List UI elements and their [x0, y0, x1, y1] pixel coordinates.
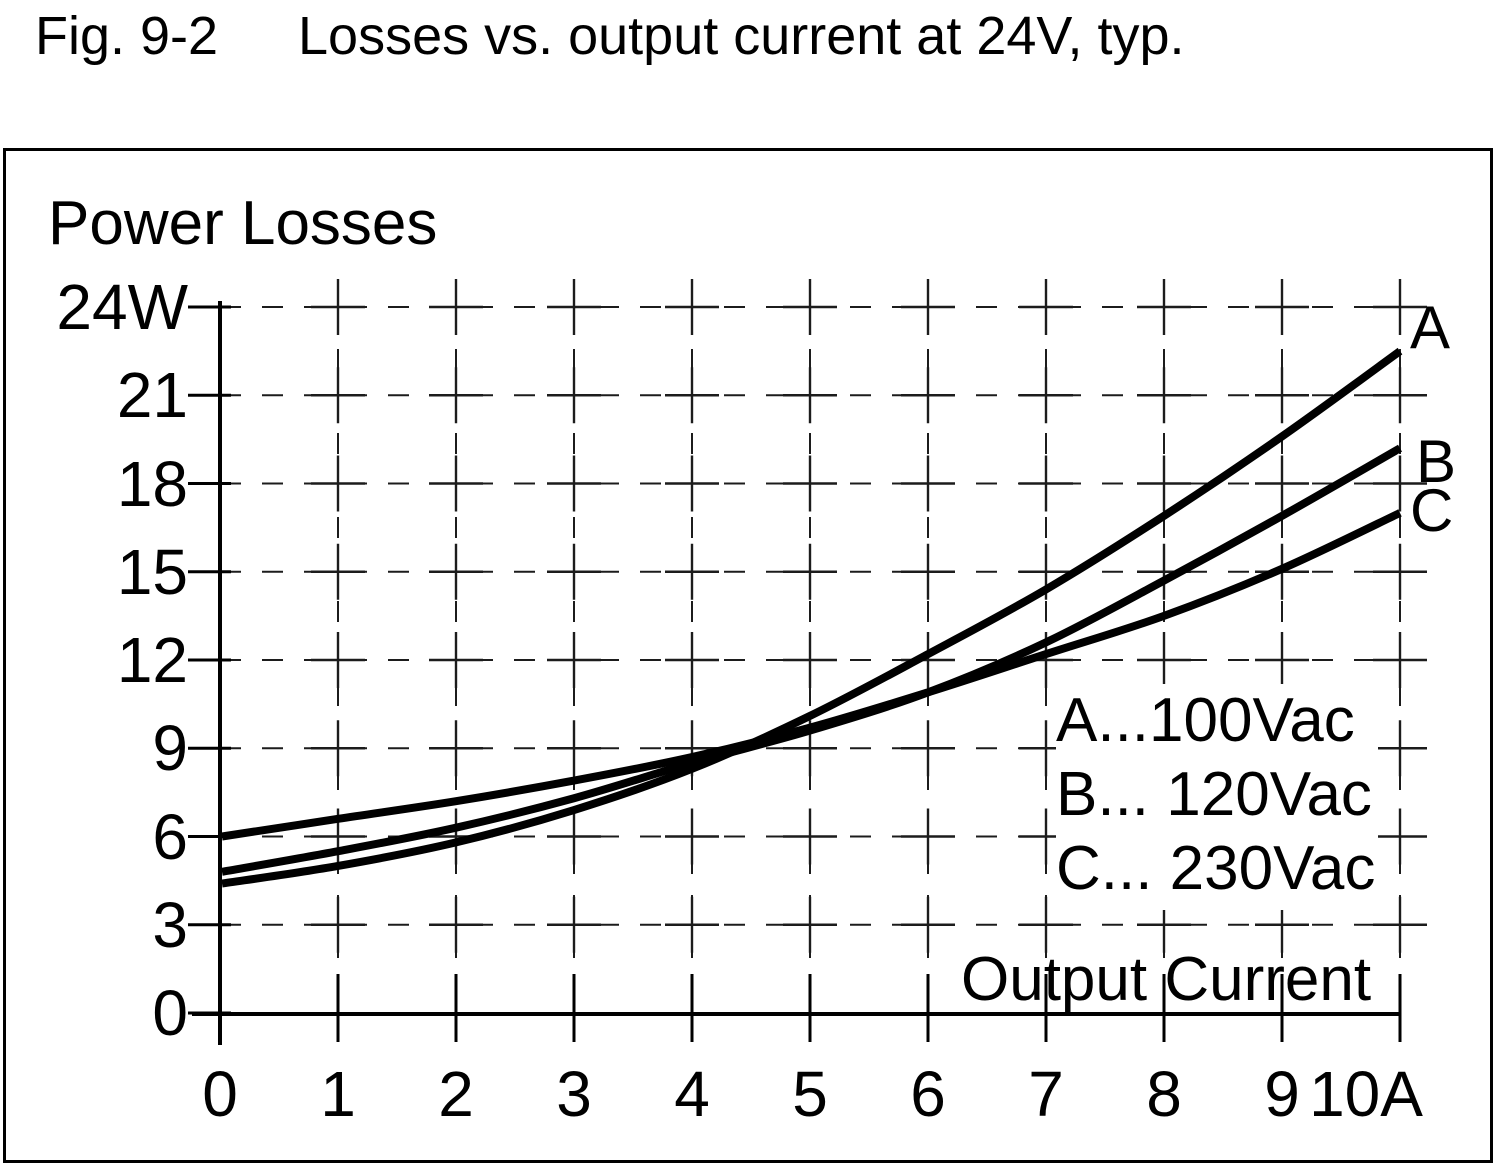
x-tick-label: 8: [1146, 1058, 1182, 1130]
y-tick-label: 18: [116, 447, 188, 520]
legend-item-b: B... 120Vac: [1056, 760, 1372, 829]
y-tick-label: 9: [152, 712, 188, 785]
curve-end-label-c: C: [1410, 477, 1454, 544]
x-tick-label: 5: [792, 1058, 828, 1130]
x-tick-label: 0: [202, 1058, 238, 1130]
legend: A...100Vac B... 120Vac C... 230Vac: [1056, 684, 1378, 910]
x-tick-label: 6: [910, 1058, 946, 1130]
figure-caption: Losses vs. output current at 24V, typ.: [298, 6, 1185, 66]
curve-end-label-a: A: [1410, 294, 1451, 361]
x-tick-label: 2: [438, 1058, 474, 1130]
chart-frame: [3, 148, 1493, 1163]
x-axis-title: Output Current: [961, 945, 1372, 1014]
y-tick-label: 21: [116, 359, 188, 432]
y-tick-label: 6: [152, 800, 188, 873]
curve-a: [221, 347, 1403, 888]
y-tick-label: 15: [116, 535, 188, 608]
legend-item-c: C... 230Vac: [1056, 834, 1376, 903]
curve-end-label-b: B: [1416, 428, 1457, 495]
x-tick-label: 7: [1028, 1058, 1064, 1130]
curve-c: [221, 509, 1402, 841]
x-tick-label: 1: [320, 1058, 356, 1130]
x-tick-label: 10A: [1309, 1058, 1423, 1130]
x-tick-label: 4: [674, 1058, 710, 1130]
x-tick-label: 3: [556, 1058, 592, 1130]
figure-title: Fig. 9-2 Losses vs. output current at 24V…: [35, 6, 1185, 66]
legend-item-a: A...100Vac: [1056, 686, 1355, 755]
y-axis-title: Power Losses: [48, 189, 438, 258]
y-tick-label: 24W: [56, 271, 188, 343]
x-tick-label: 9: [1264, 1058, 1300, 1130]
y-tick-label: 12: [116, 624, 188, 696]
y-tick-label: 0: [152, 977, 188, 1049]
figure-number: Fig. 9-2: [35, 6, 219, 66]
y-tick-label: 3: [152, 888, 188, 961]
